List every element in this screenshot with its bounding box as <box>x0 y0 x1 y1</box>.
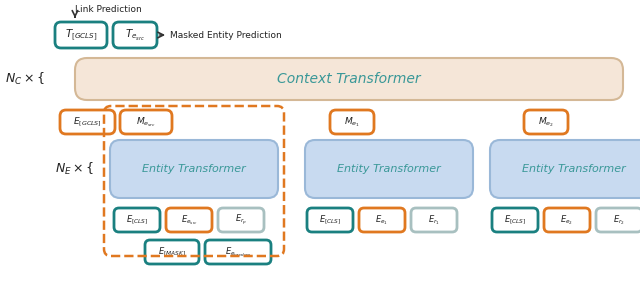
FancyBboxPatch shape <box>166 208 212 232</box>
Text: $E_{[CLS]}$: $E_{[CLS]}$ <box>504 213 526 226</box>
FancyBboxPatch shape <box>110 140 278 198</box>
Text: $N_E\times\{$: $N_E\times\{$ <box>55 161 94 177</box>
FancyBboxPatch shape <box>145 240 199 264</box>
Text: $T_{[GCLS]}$: $T_{[GCLS]}$ <box>65 27 97 43</box>
Text: $T_{e_{src}}$: $T_{e_{src}}$ <box>125 27 145 43</box>
Text: $N_C\times\{$: $N_C\times\{$ <box>5 71 45 87</box>
Text: Entity Transformer: Entity Transformer <box>337 164 441 174</box>
FancyBboxPatch shape <box>411 208 457 232</box>
Text: $M_{e_1}$: $M_{e_1}$ <box>344 115 360 129</box>
FancyBboxPatch shape <box>114 208 160 232</box>
Text: $E_{e_1}$: $E_{e_1}$ <box>376 213 388 227</box>
Text: Masked Entity Prediction: Masked Entity Prediction <box>170 30 282 40</box>
Text: $M_{e_{src}}$: $M_{e_{src}}$ <box>136 115 156 129</box>
FancyBboxPatch shape <box>359 208 405 232</box>
Text: Entity Transformer: Entity Transformer <box>522 164 626 174</box>
FancyBboxPatch shape <box>120 110 172 134</box>
FancyBboxPatch shape <box>305 140 473 198</box>
Text: Context Transformer: Context Transformer <box>277 72 421 86</box>
FancyBboxPatch shape <box>596 208 640 232</box>
Text: $E_{e_{src}}$: $E_{e_{src}}$ <box>180 213 198 227</box>
Text: $E_{[MASK]}$: $E_{[MASK]}$ <box>158 246 186 259</box>
Text: $E_{[GCLS]}$: $E_{[GCLS]}$ <box>73 115 102 129</box>
FancyBboxPatch shape <box>55 22 107 48</box>
FancyBboxPatch shape <box>60 110 115 134</box>
FancyBboxPatch shape <box>113 22 157 48</box>
FancyBboxPatch shape <box>307 208 353 232</box>
Text: $E_{e_2}$: $E_{e_2}$ <box>561 213 573 227</box>
Text: Entity Transformer: Entity Transformer <box>142 164 246 174</box>
Text: $E_{r_p}$: $E_{r_p}$ <box>235 213 247 227</box>
FancyBboxPatch shape <box>75 58 623 100</box>
FancyBboxPatch shape <box>205 240 271 264</box>
FancyBboxPatch shape <box>524 110 568 134</box>
Text: $E_{[CLS]}$: $E_{[CLS]}$ <box>319 213 341 226</box>
Text: $E_{e_{random}}$: $E_{e_{random}}$ <box>225 245 252 259</box>
FancyBboxPatch shape <box>330 110 374 134</box>
Text: $E_{[CLS]}$: $E_{[CLS]}$ <box>126 213 148 226</box>
FancyBboxPatch shape <box>544 208 590 232</box>
FancyBboxPatch shape <box>218 208 264 232</box>
Text: $E_{r_2}$: $E_{r_2}$ <box>613 213 625 227</box>
Text: $M_{e_2}$: $M_{e_2}$ <box>538 115 554 129</box>
FancyBboxPatch shape <box>492 208 538 232</box>
Text: Link Prediction: Link Prediction <box>75 5 141 14</box>
Text: $E_{r_1}$: $E_{r_1}$ <box>428 213 440 227</box>
FancyBboxPatch shape <box>490 140 640 198</box>
